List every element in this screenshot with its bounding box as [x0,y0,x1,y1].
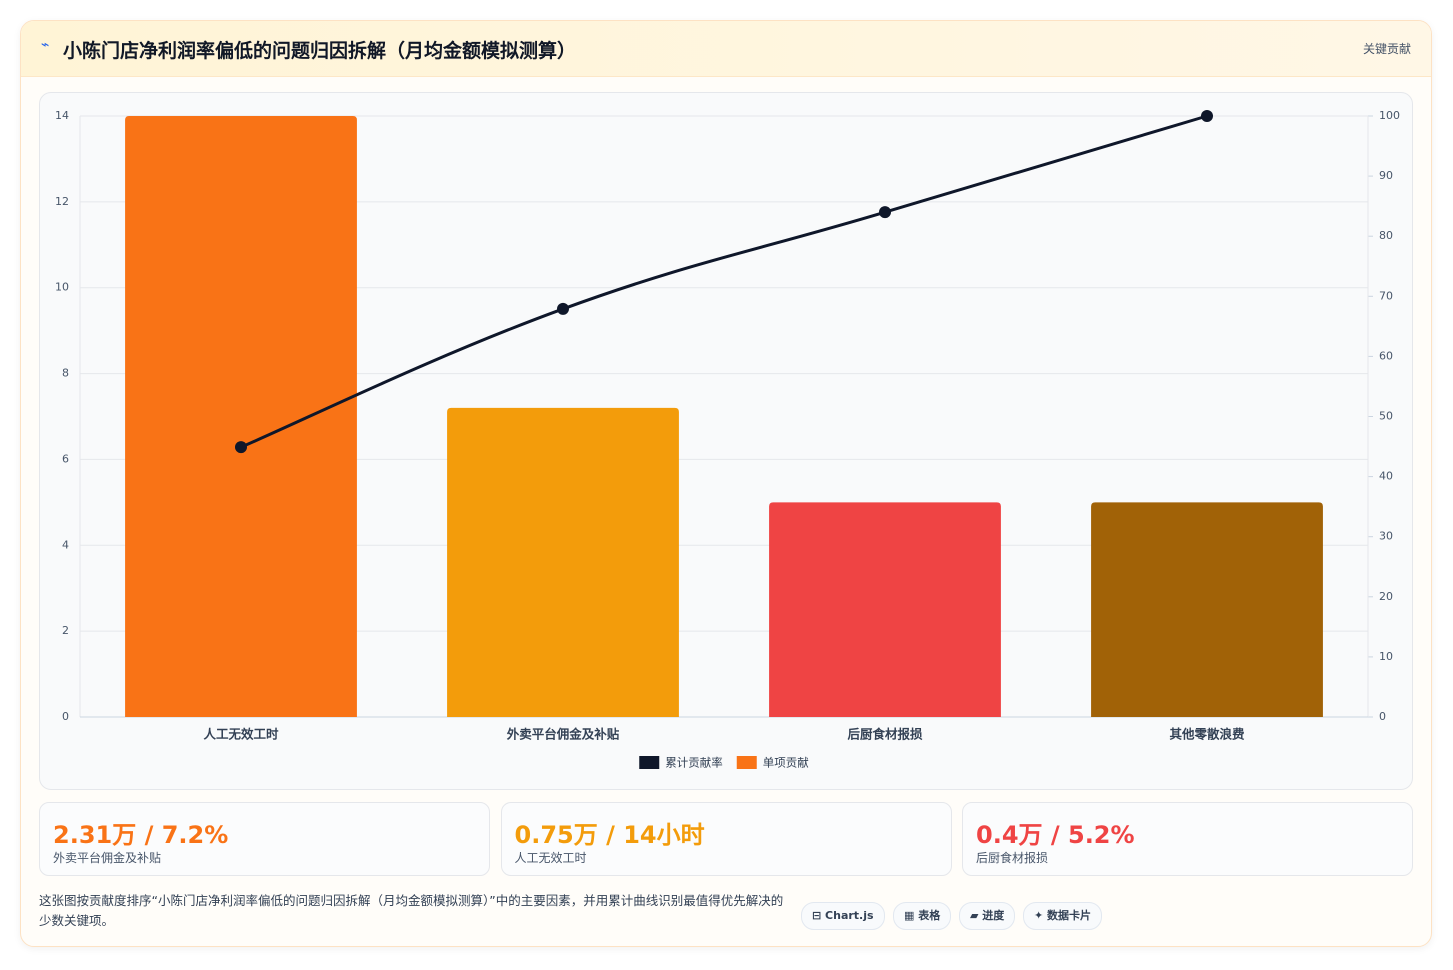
line-point [235,441,247,454]
chip[interactable]: ✦ 数据卡片 [1023,902,1103,930]
card-title: 小陈门店净利润率偏低的问题归因拆解（月均金额模拟测算） [63,40,577,62]
y-tick-label: 14 [55,109,69,122]
header-icon: ⌁ [41,37,50,53]
kpi-value: 0.4万 / 5.2% [976,821,1135,849]
bar [447,407,679,717]
footer-text: 这张图按贡献度排序“小陈门店净利润率偏低的问题归因拆解（月均金额模拟测算）”中的… [39,893,784,928]
y2-tick-label: 100 [1379,109,1400,122]
chip[interactable]: ▦ 表格 [893,902,952,930]
legend: 累计贡献率 单项贡献 [639,756,809,770]
y2-tick-label: 50 [1379,410,1393,423]
y2-tick-label: 70 [1379,289,1393,302]
y2-tick-label: 60 [1379,349,1393,362]
line-point [557,302,569,315]
kpi-card: 2.31万 / 7.2% 外卖平台佣金及补贴 [39,802,490,876]
legend-swatch [736,756,757,769]
y-tick-label: 6 [62,452,69,465]
y-tick-label: 10 [55,281,69,294]
x-tick-label: 人工无效工时 [203,727,279,742]
legend-label: 累计贡献率 [665,756,723,770]
y2-tick-label: 20 [1379,590,1393,603]
card: ⌁ 小陈门店净利润率偏低的问题归因拆解（月均金额模拟测算） 关键贡献 0 2 4 6 8… [20,20,1432,947]
y-tick-label: 12 [55,195,69,208]
x-tick-label: 其他零散浪费 [1169,727,1245,742]
chart: 0 2 4 6 8 10 12 14 0 10 20 30 40 50 60 70 80 90 100 人工无效工时 外… [55,109,1400,770]
y-tick-label: 2 [62,624,69,637]
legend-swatch [639,756,660,769]
bar [769,502,1001,717]
y2-tick-label: 30 [1379,530,1393,543]
bar [125,116,357,717]
y-tick-label: 4 [62,538,69,551]
y2-tick-label: 0 [1379,710,1386,723]
x-tick-label: 外卖平台佣金及补贴 [506,727,620,742]
kpi-value: 0.75万 / 14小时 [514,821,705,849]
chip[interactable]: ⊟ Chart.js [801,902,885,930]
legend-label: 单项贡献 [763,756,809,770]
header-badge: 关键贡献 [1362,42,1411,56]
chip[interactable]: ▰ 进度 [959,902,1016,930]
card-header: ⌁ 小陈门店净利润率偏低的问题归因拆解（月均金额模拟测算） 关键贡献 [21,21,1431,77]
y2-tick-label: 80 [1379,229,1393,242]
kpi-label: 后厨食材报损 [976,851,1049,865]
y2-tick-label: 40 [1379,470,1393,483]
kpi-value: 2.31万 / 7.2% [53,821,229,849]
kpi-card: 0.75万 / 14小时人工无效工时 [500,802,952,876]
kpi-label: 人工无效工时 [514,851,587,865]
chart-panel: 0 2 4 6 8 10 12 14 0 10 20 30 40 50 60 70 80 90 100 人工无效工时 外… [39,92,1413,790]
cumulative-line [240,114,1208,449]
kpi-label: 外卖平台佣金及补贴 [53,851,162,865]
line-point [879,206,891,219]
x-tick-label: 后厨食材报损 [847,727,923,742]
kpi-card: 0.4万 / 5.2% 后厨食材报损 [962,802,1413,876]
bar [1091,502,1323,717]
y-tick-label: 0 [62,710,69,723]
y-tick-label: 8 [62,367,69,380]
y2-tick-label: 10 [1379,650,1393,663]
y2-tick-label: 90 [1379,169,1393,182]
line-point [1201,110,1213,122]
